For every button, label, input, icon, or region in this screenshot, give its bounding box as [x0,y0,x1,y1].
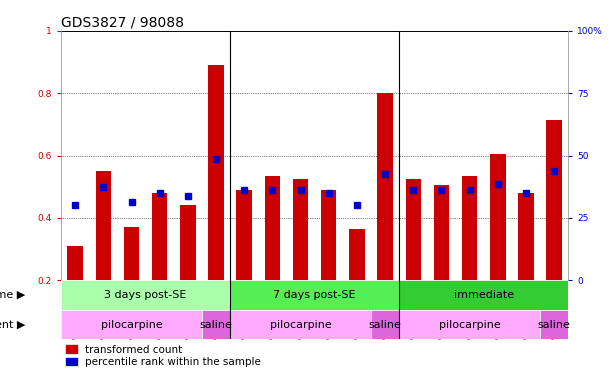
Bar [61,280,230,310]
Bar [399,310,540,339]
Bar [293,179,309,280]
Bar [124,227,139,280]
Text: pilocarpine: pilocarpine [269,319,331,329]
Text: 3 days post-SE: 3 days post-SE [104,290,187,300]
Bar [95,171,111,280]
Text: pilocarpine: pilocarpine [101,319,163,329]
Text: pilocarpine: pilocarpine [439,319,500,329]
Bar [406,179,421,280]
Bar [321,190,337,280]
Bar [434,185,449,280]
Bar [265,176,280,280]
Bar [399,280,568,310]
Text: GDS3827 / 98088: GDS3827 / 98088 [61,16,184,30]
Bar [378,93,393,280]
Bar [152,193,167,280]
Bar [61,310,202,339]
Text: agent ▶: agent ▶ [0,319,26,329]
Bar [67,246,83,280]
Legend: transformed count, percentile rank within the sample: transformed count, percentile rank withi… [67,344,261,367]
Bar [202,310,230,339]
Bar [546,120,562,280]
Bar [180,205,196,280]
Bar [236,190,252,280]
Bar [371,310,399,339]
Text: saline: saline [368,319,401,329]
Bar [349,229,365,280]
Bar [462,176,477,280]
Text: 7 days post-SE: 7 days post-SE [273,290,356,300]
Text: time ▶: time ▶ [0,290,26,300]
Text: immediate: immediate [453,290,514,300]
Bar [230,310,371,339]
Text: saline: saline [538,319,571,329]
Bar [208,65,224,280]
Bar [518,193,534,280]
Bar [230,280,399,310]
Bar [540,310,568,339]
Bar [490,154,505,280]
Text: saline: saline [200,319,233,329]
